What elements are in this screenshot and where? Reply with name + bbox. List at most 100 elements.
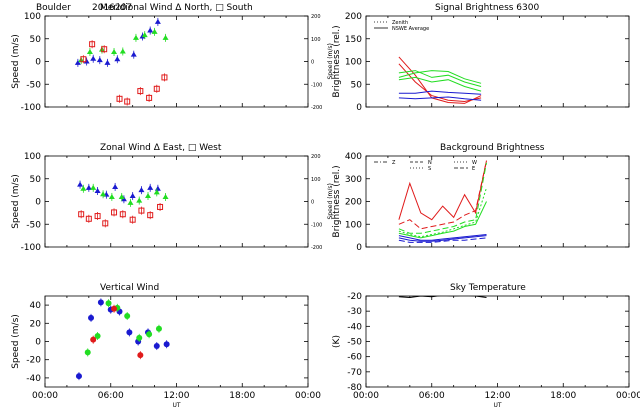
x-tick-label: 18:00: [550, 391, 576, 401]
y-tick-label: -100: [21, 243, 42, 253]
data-point: [102, 220, 109, 227]
panel-zonal: Zonal Wind Δ East, □ West -100 -50 0 50 100 -2…: [11, 143, 334, 253]
data-point: [154, 185, 161, 191]
data-point: [100, 191, 107, 197]
data-point: [162, 34, 169, 40]
y-tick-label: 300: [345, 175, 362, 185]
y2-tick-label: 200: [311, 14, 321, 20]
data-point: [146, 94, 153, 101]
data-point: [119, 211, 126, 218]
x-tick-label: 00:00: [353, 391, 379, 401]
data-point: [138, 187, 145, 193]
chart-title: Meridional Wind Δ North, □ South: [100, 3, 253, 13]
data-point: [114, 56, 121, 62]
chart-title: Vertical Wind: [100, 283, 159, 293]
data-point: [147, 212, 154, 219]
panel-background: Background Brightness 0 100 200 300 400Bright…: [332, 143, 630, 253]
plot-frame: [44, 155, 309, 248]
y-tick-label: -20: [26, 356, 41, 366]
data-point: [88, 314, 95, 321]
y-tick-label: 100: [24, 152, 41, 162]
data-point: [137, 352, 144, 359]
data-point: [118, 193, 125, 199]
data-point: [136, 334, 143, 341]
chart-title: Sky Temperature: [450, 283, 526, 293]
plot-frame: [44, 295, 309, 388]
data-point: [90, 184, 97, 190]
y2-tick-label: 0: [311, 60, 314, 66]
data-point: [75, 373, 82, 380]
data-point: [111, 48, 118, 54]
x-axis-label: UT: [172, 402, 180, 409]
data-point: [126, 329, 133, 336]
chart-title: Zonal Wind Δ East, □ West: [100, 143, 222, 153]
legend-label: E: [472, 166, 475, 172]
data-point: [77, 181, 84, 187]
plot-frame: [365, 295, 630, 388]
data-point: [132, 34, 139, 40]
series-line: [398, 201, 487, 239]
x-axis-label: UT: [493, 402, 501, 409]
y-tick-label: 100: [345, 220, 362, 230]
data-point: [78, 211, 85, 218]
y2-tick-label: 0: [311, 200, 314, 206]
data-point: [157, 203, 164, 210]
y-tick-label: 100: [345, 58, 362, 68]
legend-label: N: [428, 160, 432, 166]
y2-tick-label: 100: [311, 37, 321, 43]
data-point: [80, 56, 87, 63]
data-point: [83, 58, 90, 64]
data-point: [86, 48, 93, 54]
data-point: [155, 325, 162, 332]
data-point: [90, 336, 97, 343]
data-point: [129, 193, 136, 199]
legend-label: Z: [392, 160, 396, 166]
x-tick-label: 06:00: [98, 391, 124, 401]
y-tick-label: 150: [345, 35, 362, 45]
y2-tick-label: 100: [311, 177, 321, 183]
y-axis-label: Speed (m/s): [11, 174, 21, 229]
y-axis-label: Speed (m/s): [11, 34, 21, 89]
data-point: [80, 185, 87, 191]
x-tick-label: 00:00: [295, 391, 321, 401]
y-tick-label: 20: [30, 319, 42, 329]
y-tick-label: 50: [30, 35, 42, 45]
legend-label: S: [428, 166, 431, 172]
y-axis-label: Brightness (rel.): [332, 25, 342, 97]
data-point: [97, 299, 104, 306]
plot-frame: [365, 155, 630, 248]
x-tick-label: 12:00: [164, 391, 190, 401]
data-point: [137, 88, 144, 95]
y-tick-label: 0: [35, 338, 41, 348]
data-point: [104, 59, 111, 65]
series-line: [398, 76, 482, 92]
data-point: [163, 341, 170, 348]
chart-title: Signal Brightness 6300: [435, 3, 539, 13]
data-point: [101, 46, 108, 53]
data-point: [85, 215, 92, 222]
y-tick-label: 200: [345, 198, 362, 208]
y-tick-label: 0: [356, 243, 362, 253]
y-tick-label: 100: [24, 12, 41, 22]
data-point: [130, 51, 137, 57]
data-point: [129, 216, 136, 223]
data-point: [151, 28, 158, 34]
y2-tick-label: -100: [311, 82, 322, 88]
data-point: [94, 188, 101, 194]
plot-area: [75, 298, 170, 381]
series-line: [398, 162, 487, 234]
x-tick-label: 06:00: [419, 391, 445, 401]
site-label: Boulder: [36, 3, 71, 13]
data-point: [138, 207, 145, 214]
series-line: [398, 70, 482, 87]
data-point: [85, 184, 92, 190]
panel-signal: Signal Brightness 6300 0 50 100 150 200Bright…: [332, 3, 630, 113]
data-point: [111, 305, 118, 312]
data-point: [145, 193, 152, 199]
data-point: [147, 184, 154, 190]
series-line: [398, 296, 487, 299]
data-point: [154, 18, 161, 24]
series-line: [398, 234, 487, 241]
y-tick-label: 200: [345, 12, 362, 22]
